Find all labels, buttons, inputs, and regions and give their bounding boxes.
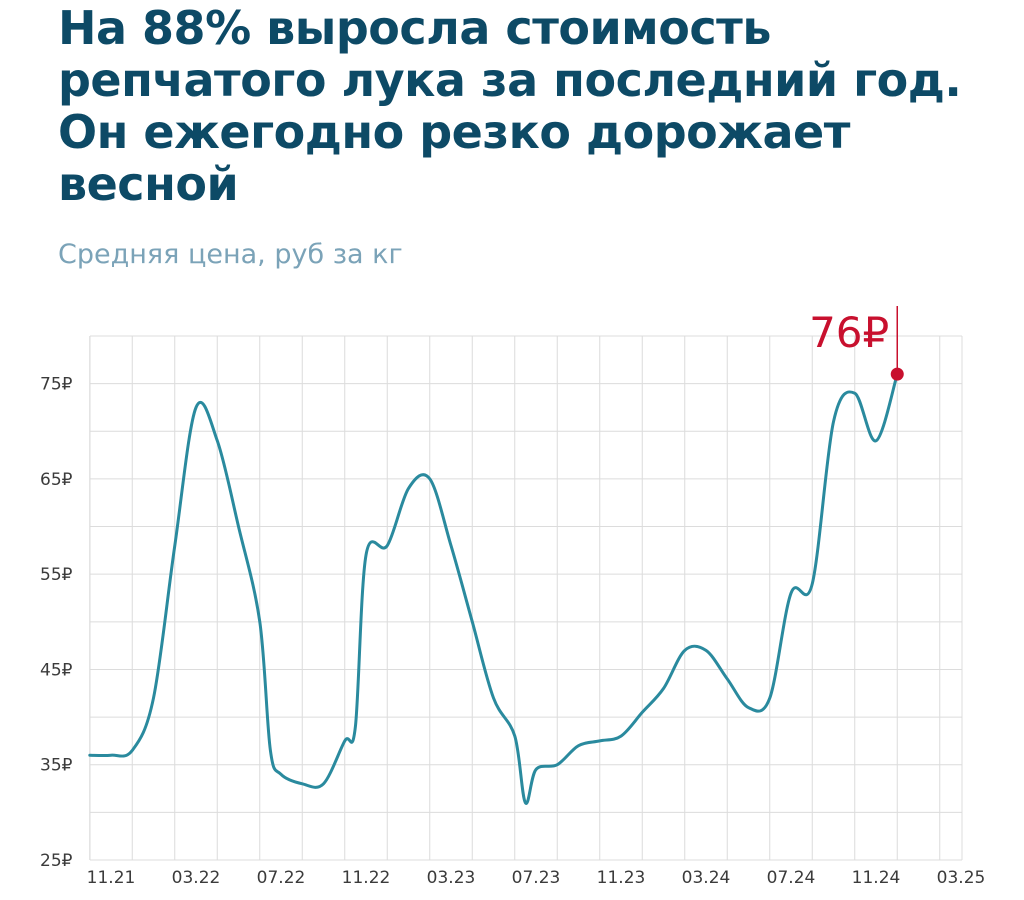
y-tick-label: 25₽ xyxy=(40,851,73,871)
x-tick-label: 03.25 xyxy=(937,868,986,888)
series-layer xyxy=(88,372,899,805)
x-axis-ticks: 11.21 03.22 07.22 11.22 03.23 07.23 11.23 03.24… xyxy=(87,868,986,888)
x-tick-label: 11.22 xyxy=(342,868,391,888)
y-tick-label: 55₽ xyxy=(40,565,73,585)
x-tick-label: 11.21 xyxy=(87,868,136,888)
x-tick-label: 03.22 xyxy=(172,868,221,888)
y-tick-label: 35₽ xyxy=(40,756,73,776)
y-tick-label: 65₽ xyxy=(40,470,73,490)
y-axis-ticks: 25₽ 35₽ 45₽ 55₽ 65₽ 75₽ xyxy=(40,375,73,871)
chart-subtitle: Средняя цена, руб за кг xyxy=(58,239,403,270)
series-line xyxy=(88,372,899,805)
x-tick-label: 03.24 xyxy=(682,868,731,888)
x-tick-label: 07.24 xyxy=(767,868,816,888)
y-tick-label: 45₽ xyxy=(40,660,73,680)
grid xyxy=(89,335,963,861)
x-tick-label: 03.23 xyxy=(427,868,476,888)
x-tick-label: 07.23 xyxy=(512,868,561,888)
y-tick-label: 75₽ xyxy=(40,375,73,395)
annotation-layer: 76₽ xyxy=(809,306,904,381)
x-tick-label: 11.24 xyxy=(852,868,901,888)
last-value-point xyxy=(890,367,904,381)
x-tick-label: 07.22 xyxy=(257,868,306,888)
last-value-label: 76₽ xyxy=(809,308,889,357)
x-tick-label: 11.23 xyxy=(597,868,646,888)
chart-title: На 88% выросла стоимость репчатого лука … xyxy=(58,1,962,211)
